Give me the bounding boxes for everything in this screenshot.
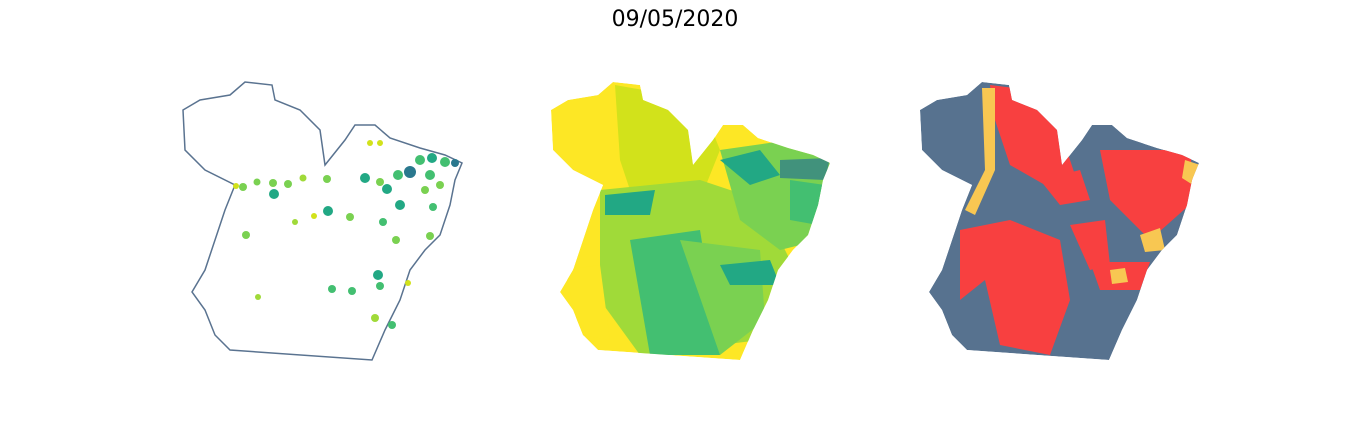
points <box>233 140 459 329</box>
map-points <box>182 81 463 361</box>
map-categories <box>920 82 1199 360</box>
map-choropleth <box>551 82 830 360</box>
figure-title: 09/05/2020 <box>612 7 739 32</box>
